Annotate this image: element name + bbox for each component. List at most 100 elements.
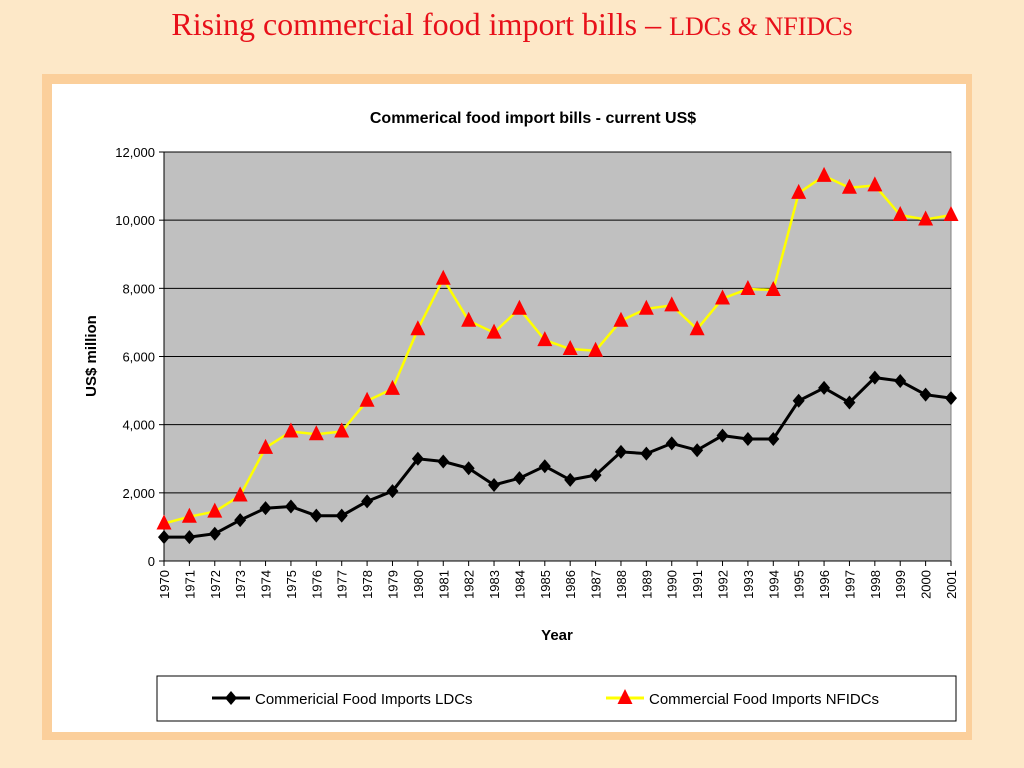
data-point-nfidcs: [867, 176, 883, 192]
data-point-nfidcs: [334, 422, 350, 438]
x-tick-label: 1993: [741, 570, 756, 599]
legend-marker-ldcs: [225, 691, 237, 705]
x-tick-label: 1977: [335, 570, 350, 599]
legend-label-nfidcs: Commercial Food Imports NFIDCs: [649, 691, 879, 708]
y-tick-label: 4,000: [122, 418, 155, 433]
x-tick-label: 1970: [157, 570, 172, 599]
x-tick-label: 1995: [792, 570, 807, 599]
x-tick-label: 1998: [868, 570, 883, 599]
y-tick-label: 12,000: [115, 145, 155, 160]
data-point-nfidcs: [689, 320, 705, 336]
x-axis-title: Year: [541, 627, 573, 644]
x-tick-label: 1974: [259, 570, 274, 599]
data-point-ldcs: [589, 468, 602, 483]
x-tick-label: 1988: [614, 570, 629, 599]
data-point-nfidcs: [715, 289, 731, 305]
data-point-nfidcs: [841, 178, 857, 194]
data-point-nfidcs: [918, 210, 934, 226]
data-point-nfidcs: [181, 507, 197, 523]
data-point-nfidcs: [511, 299, 527, 315]
data-point-nfidcs: [435, 269, 451, 285]
data-point-ldcs: [792, 393, 805, 408]
data-point-nfidcs: [816, 166, 832, 182]
data-point-ldcs: [691, 443, 704, 458]
x-tick-label: 1982: [462, 570, 477, 599]
data-point-ldcs: [945, 391, 957, 406]
y-tick-label: 2,000: [122, 486, 155, 501]
data-point-nfidcs: [537, 331, 553, 347]
x-tick-label: 1971: [182, 570, 197, 599]
x-tick-label: 1997: [842, 570, 857, 599]
data-point-ldcs: [818, 380, 831, 395]
data-point-ldcs: [894, 374, 907, 389]
data-point-nfidcs: [258, 438, 274, 454]
data-point-nfidcs: [613, 311, 629, 327]
data-point-ldcs: [310, 508, 323, 523]
data-point-ldcs: [868, 370, 881, 385]
y-tick-label: 10,000: [115, 213, 155, 228]
data-point-ldcs: [259, 501, 272, 516]
data-point-ldcs: [234, 513, 247, 528]
x-tick-label: 1975: [284, 570, 299, 599]
y-axis-title: US$ million: [83, 315, 100, 397]
data-point-ldcs: [665, 436, 678, 451]
data-point-nfidcs: [638, 299, 654, 315]
x-tick-label: 1981: [436, 570, 451, 599]
data-point-ldcs: [361, 494, 374, 509]
data-point-nfidcs: [791, 183, 807, 199]
legend-label-ldcs: Commericial Food Imports LDCs: [255, 691, 473, 708]
data-point-ldcs: [640, 446, 653, 461]
data-point-nfidcs: [765, 281, 781, 297]
legend: [156, 675, 957, 722]
data-point-ldcs: [741, 431, 754, 446]
x-tick-label: 1978: [360, 570, 375, 599]
data-point-nfidcs: [461, 311, 477, 327]
x-tick-label: 1989: [639, 570, 654, 599]
data-point-ldcs: [919, 387, 932, 402]
data-point-ldcs: [843, 395, 856, 410]
x-tick-label: 1999: [893, 570, 908, 599]
data-point-nfidcs: [384, 379, 400, 395]
data-point-ldcs: [284, 499, 297, 514]
x-tick-label: 1983: [487, 570, 502, 599]
data-point-ldcs: [488, 477, 501, 492]
chart-title: Commerical food import bills - current U…: [370, 110, 696, 127]
data-point-ldcs: [158, 530, 170, 545]
x-tick-label: 1976: [309, 570, 324, 599]
data-point-nfidcs: [740, 280, 756, 296]
slide-title-main: Rising commercial food import bills –: [171, 6, 670, 42]
data-point-nfidcs: [562, 340, 578, 356]
data-point-ldcs: [335, 508, 348, 523]
x-tick-label: 1980: [411, 570, 426, 599]
slide-title-sub: LDCs & NFIDCs: [669, 12, 853, 41]
x-tick-label: 1973: [233, 570, 248, 599]
data-point-ldcs: [386, 484, 399, 499]
data-point-ldcs: [513, 471, 526, 486]
x-tick-label: 2001: [944, 570, 959, 599]
legend-marker-nfidcs: [617, 689, 633, 704]
x-tick-label: 1985: [538, 570, 553, 599]
data-point-ldcs: [614, 444, 627, 459]
data-point-ldcs: [716, 428, 729, 443]
data-point-nfidcs: [156, 514, 172, 530]
data-point-nfidcs: [486, 323, 502, 339]
data-point-nfidcs: [283, 422, 299, 438]
data-point-ldcs: [462, 461, 475, 476]
data-point-nfidcs: [207, 502, 223, 518]
data-point-nfidcs: [892, 206, 908, 222]
x-tick-label: 1994: [766, 570, 781, 599]
data-point-ldcs: [183, 530, 196, 545]
data-point-ldcs: [437, 454, 450, 469]
x-tick-label: 1979: [385, 570, 400, 599]
x-tick-label: 1984: [512, 570, 527, 599]
x-tick-label: 1972: [208, 570, 223, 599]
data-point-nfidcs: [410, 320, 426, 336]
data-point-nfidcs: [232, 486, 248, 502]
y-tick-label: 6,000: [122, 350, 155, 365]
y-tick-label: 8,000: [122, 281, 155, 296]
data-point-nfidcs: [588, 341, 604, 357]
y-tick-label: 0: [148, 554, 155, 569]
data-point-ldcs: [564, 472, 577, 487]
data-point-ldcs: [767, 431, 780, 446]
